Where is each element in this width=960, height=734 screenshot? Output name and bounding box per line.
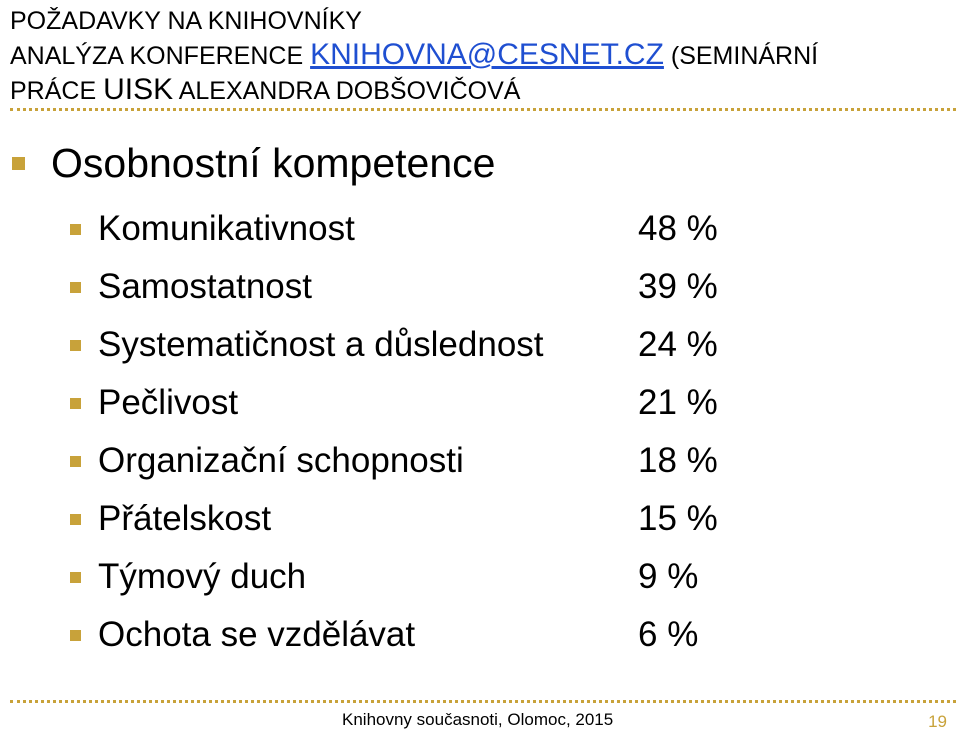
item-label: Organizační schopnosti: [98, 441, 464, 480]
square-bullet-icon: [70, 223, 81, 235]
square-bullet-icon: [70, 571, 81, 583]
footer-divider: [10, 700, 956, 703]
title-line-2-text: analýza konference: [10, 42, 311, 70]
item-label: Systematičnost a důslednost: [98, 325, 544, 364]
title-line-3-rest: Alexandra Dobšovičová: [173, 77, 521, 105]
title-line-2: analýza konference knihovna@cesnet.cz (s…: [10, 38, 950, 73]
list-item: Komunikativnost 48 %: [70, 200, 718, 258]
square-bullet-icon: [70, 397, 81, 409]
list-item: Týmový duch 9 %: [70, 548, 718, 606]
slide-title: Požadavky na knihovníky analýza konferen…: [10, 4, 950, 108]
item-value: 21 %: [638, 383, 718, 422]
list-item: Samostatnost 39 %: [70, 258, 718, 316]
item-value: 9 %: [638, 557, 699, 596]
title-divider: [10, 108, 956, 111]
item-value: 15 %: [638, 499, 718, 538]
list-item: Pečlivost 21 %: [70, 374, 718, 432]
heading-bullet-item: Osobnostní kompetence: [12, 140, 495, 186]
item-label: Pečlivost: [98, 383, 239, 422]
item-label: Přátelskost: [98, 499, 272, 538]
title-line-3: práce UISK Alexandra Dobšovičová: [10, 73, 950, 108]
item-value: 39 %: [638, 267, 718, 306]
square-bullet-icon: [70, 281, 81, 293]
square-bullet-icon: [70, 513, 81, 525]
title-line-3-uisk: UISK: [103, 73, 174, 106]
list-item: Přátelskost 15 %: [70, 490, 718, 548]
title-line-3-prefix: práce: [10, 77, 104, 105]
square-bullet-icon: [70, 339, 81, 351]
item-label: Samostatnost: [98, 267, 312, 306]
item-value: 6 %: [638, 615, 699, 654]
item-value: 48 %: [638, 209, 718, 248]
section-heading: Osobnostní kompetence: [51, 140, 496, 186]
title-line-2-after: (seminární: [663, 42, 819, 70]
list-item: Organizační schopnosti 18 %: [70, 432, 718, 490]
list-item: Ochota se vzdělávat 6 %: [70, 606, 718, 664]
square-bullet-icon: [70, 455, 81, 467]
item-label: Týmový duch: [98, 557, 307, 596]
item-value: 18 %: [638, 441, 718, 480]
item-label: Komunikativnost: [98, 209, 355, 248]
list-item: Systematičnost a důslednost 24 %: [70, 316, 718, 374]
email-link[interactable]: knihovna@cesnet.cz: [310, 38, 664, 71]
item-value: 24 %: [638, 325, 718, 364]
footer-text: Knihovny současnoti, Olomoc, 2015: [342, 710, 614, 729]
item-label: Ochota se vzdělávat: [98, 615, 416, 654]
square-bullet-icon: [12, 156, 25, 170]
square-bullet-icon: [70, 629, 81, 641]
title-line-1: Požadavky na knihovníky: [10, 7, 362, 35]
competence-list: Komunikativnost 48 % Samostatnost 39 % S…: [70, 200, 718, 664]
page-number: 19: [928, 712, 947, 731]
